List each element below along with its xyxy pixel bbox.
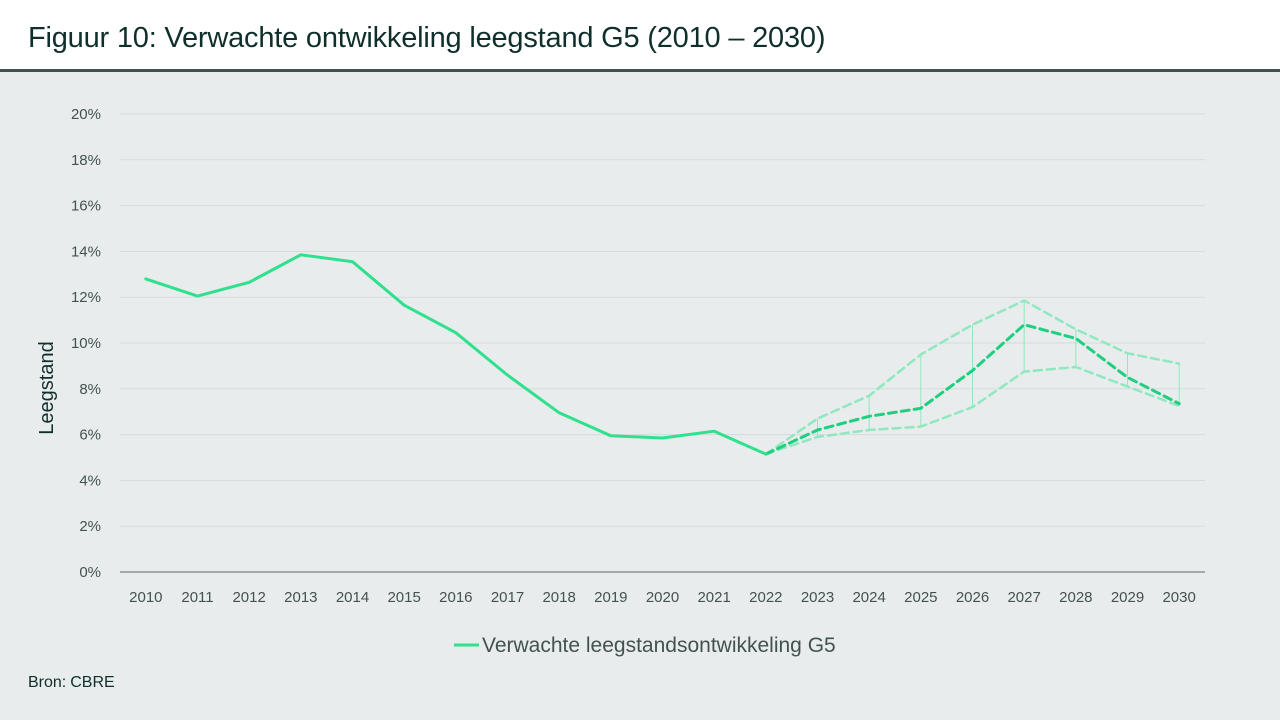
x-tick-label: 2030 (1162, 589, 1195, 606)
y-tick-label: 16% (71, 198, 101, 215)
x-tick-label: 2014 (336, 589, 369, 606)
x-tick-label: 2028 (1059, 589, 1092, 606)
y-axis-label: Leegstand (36, 341, 58, 434)
x-tick-label: 2021 (697, 589, 730, 606)
series-line-actual (144, 253, 768, 456)
x-tick-label: 2010 (129, 589, 162, 606)
x-tick-label: 2018 (542, 589, 575, 606)
x-tick-label: 2022 (749, 589, 782, 606)
y-tick-label: 6% (79, 427, 101, 444)
y-tick-label: 10% (71, 335, 101, 352)
x-tick-label: 2013 (284, 589, 317, 606)
y-tick-label: 0% (79, 564, 101, 581)
x-tick-label: 2027 (1007, 589, 1040, 606)
y-tick-label: 18% (71, 152, 101, 169)
x-tick-label: 2019 (594, 589, 627, 606)
x-tick-label: 2020 (646, 589, 679, 606)
x-tick-label: 2024 (852, 589, 885, 606)
source-value: CBRE (70, 674, 115, 691)
x-tick-label: 2017 (491, 589, 524, 606)
x-tick-label: 2029 (1111, 589, 1144, 606)
source-note: Bron: CBRE (28, 674, 115, 692)
y-tick-label: 8% (79, 381, 101, 398)
x-tick-label: 2012 (232, 589, 265, 606)
x-tick-label: 2016 (439, 589, 472, 606)
x-tick-label: 2026 (956, 589, 989, 606)
series-line-forecast (764, 323, 1181, 456)
x-tick-label: 2011 (181, 589, 213, 606)
y-tick-label: 14% (71, 243, 101, 260)
legend-label: Verwachte leegstandsontwikkeling G5 (482, 634, 836, 657)
y-tick-label: 4% (79, 472, 101, 489)
series-line-forecast-range (764, 365, 1181, 456)
x-tick-label: 2015 (387, 589, 420, 606)
y-tick-label: 2% (79, 518, 101, 535)
y-tick-label: 12% (71, 289, 101, 306)
page-title: Figuur 10: Verwachte ontwikkeling leegst… (28, 22, 826, 54)
y-tick-label: 20% (71, 106, 101, 123)
header-bar: Figuur 10: Verwachte ontwikkeling leegst… (0, 0, 1280, 72)
x-tick-label: 2025 (904, 589, 937, 606)
x-tick-label: 2023 (801, 589, 834, 606)
series-line-forecast-range (764, 299, 1181, 456)
source-label: Bron: (28, 674, 67, 691)
